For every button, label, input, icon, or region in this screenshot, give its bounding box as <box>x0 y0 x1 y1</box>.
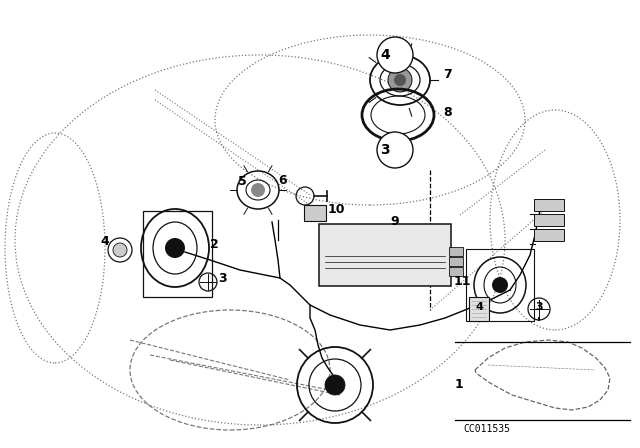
Text: 2: 2 <box>210 238 219 251</box>
Text: 4: 4 <box>380 48 390 62</box>
FancyBboxPatch shape <box>469 297 489 321</box>
Text: 1: 1 <box>455 378 464 391</box>
FancyBboxPatch shape <box>534 214 564 226</box>
FancyBboxPatch shape <box>449 267 463 276</box>
FancyBboxPatch shape <box>534 229 564 241</box>
Text: 3: 3 <box>218 272 227 285</box>
Circle shape <box>377 132 413 168</box>
FancyBboxPatch shape <box>449 247 463 256</box>
Text: 11: 11 <box>454 275 472 288</box>
Circle shape <box>325 375 345 395</box>
Text: 9: 9 <box>390 215 399 228</box>
Text: 3: 3 <box>380 143 390 157</box>
FancyBboxPatch shape <box>304 205 326 221</box>
Circle shape <box>388 68 412 92</box>
Circle shape <box>394 74 406 86</box>
Text: 10: 10 <box>328 203 346 216</box>
Circle shape <box>492 277 508 293</box>
FancyBboxPatch shape <box>449 257 463 266</box>
Text: CC011535: CC011535 <box>463 424 510 434</box>
Circle shape <box>165 238 185 258</box>
Text: 6: 6 <box>278 174 287 187</box>
Circle shape <box>377 37 413 73</box>
Text: 4: 4 <box>100 235 109 248</box>
Circle shape <box>251 183 265 197</box>
Text: 3: 3 <box>535 302 543 312</box>
Text: 5: 5 <box>238 175 247 188</box>
FancyBboxPatch shape <box>534 199 564 211</box>
Text: 8: 8 <box>443 106 452 119</box>
FancyBboxPatch shape <box>319 224 451 286</box>
Text: 7: 7 <box>443 68 452 81</box>
Circle shape <box>113 243 127 257</box>
Text: 4: 4 <box>475 302 483 312</box>
